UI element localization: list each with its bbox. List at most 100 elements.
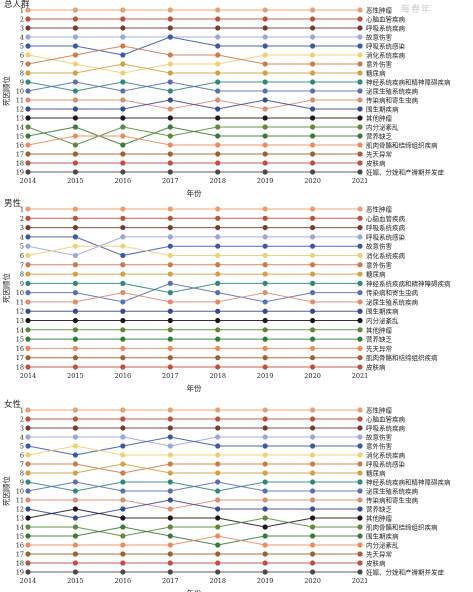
series-label: 呼吸系统感染: [366, 460, 406, 469]
series-point: [262, 327, 268, 333]
series-label: 神经系统疾病和精神障碍疾病: [366, 78, 451, 87]
series-point: [25, 88, 31, 94]
series-point: [72, 124, 79, 130]
series-point: [262, 52, 268, 58]
series-point: [72, 355, 79, 361]
series-point: [262, 407, 268, 413]
series-point: [309, 224, 316, 231]
series-point: [120, 43, 126, 49]
y-tick-label: 7: [20, 261, 24, 269]
series-point: [167, 327, 173, 333]
series-point: [167, 479, 173, 485]
series-label: 其他肿瘤: [366, 514, 393, 523]
x-tick-label: 2018: [209, 177, 226, 185]
series-point: [72, 461, 79, 467]
series-point: [357, 280, 363, 286]
series-point: [167, 106, 173, 112]
y-tick-label: 9: [20, 79, 24, 87]
series-label: 肌肉骨骼和结缔组织疾病: [366, 353, 438, 362]
series-label: 先天异常: [366, 150, 392, 159]
series-point: [262, 524, 268, 530]
series-label: 其他肿瘤: [366, 114, 393, 123]
series-point: [120, 7, 126, 13]
series-point: [215, 215, 221, 221]
series-label: 围生期疾病: [366, 532, 399, 541]
series-line: [28, 463, 360, 474]
series-label: 糖尿病: [366, 270, 386, 279]
series-point: [215, 542, 221, 548]
series-point: [167, 355, 173, 361]
series-point: [357, 317, 363, 324]
series-point: [357, 224, 363, 231]
series-point: [309, 434, 316, 440]
series-point: [72, 25, 79, 31]
series-point: [167, 290, 173, 296]
series-point: [120, 416, 126, 422]
series-point: [215, 407, 221, 413]
series-point: [167, 7, 173, 13]
series-point: [25, 407, 31, 413]
series-point: [357, 160, 363, 166]
series-point: [25, 224, 31, 231]
x-tick-label: 2021: [352, 577, 369, 585]
series-point: [167, 34, 173, 40]
series-label: 先天异常: [366, 550, 392, 559]
series-point: [262, 271, 268, 277]
series-point: [72, 299, 79, 305]
series-point: [309, 115, 316, 121]
series-point: [309, 470, 316, 476]
series-point: [357, 569, 363, 575]
series-point: [167, 542, 173, 548]
series-point: [72, 7, 79, 13]
series-point: [262, 243, 268, 249]
series-point: [25, 61, 31, 67]
series-label: 泌尿生殖系统疾病: [366, 87, 419, 96]
series-point: [262, 355, 268, 361]
x-tick-label: 2018: [209, 372, 226, 380]
series-point: [309, 317, 316, 324]
series-label: 妊娠、分娩和产褥期并发症: [366, 568, 445, 577]
series-point: [72, 115, 79, 121]
series-point: [262, 115, 268, 121]
series-label: 故意伤害: [366, 33, 393, 42]
series-point: [262, 280, 268, 286]
series-point: [167, 416, 173, 422]
series-point: [167, 61, 173, 67]
series-point: [167, 243, 173, 249]
y-tick-label: 17: [16, 551, 24, 559]
series-point: [262, 569, 268, 575]
series-point: [215, 52, 221, 58]
series-point: [72, 271, 79, 277]
series-point: [309, 133, 316, 139]
series-point: [25, 16, 31, 22]
series-point: [120, 280, 126, 286]
series-label: 心脑血管疾病: [366, 15, 406, 24]
series-point: [25, 124, 31, 130]
series-point: [262, 206, 268, 212]
series-point: [72, 252, 79, 259]
series-point: [167, 160, 173, 166]
series-point: [25, 215, 31, 221]
series-label: 内分泌紊乱: [366, 316, 399, 325]
series-point: [167, 407, 173, 413]
series-point: [120, 524, 126, 530]
series-point: [262, 133, 268, 139]
series-point: [25, 434, 31, 440]
series-point: [25, 290, 31, 296]
series-point: [215, 25, 221, 31]
series-point: [215, 461, 221, 467]
series-point: [357, 215, 363, 221]
series-point: [215, 169, 221, 175]
series-point: [215, 142, 221, 148]
y-tick-label: 19: [16, 569, 24, 577]
x-tick-label: 2015: [67, 577, 84, 585]
series-point: [309, 70, 316, 76]
y-tick-label: 2: [20, 416, 24, 424]
series-point: [215, 488, 221, 494]
series-label: 意外伤害: [366, 260, 393, 269]
series-point: [215, 115, 221, 121]
series-line: [27, 54, 360, 74]
series-label: 妊娠、分娩和产褥期并发症: [366, 168, 445, 177]
series-point: [215, 569, 221, 575]
series-point: [357, 97, 363, 103]
